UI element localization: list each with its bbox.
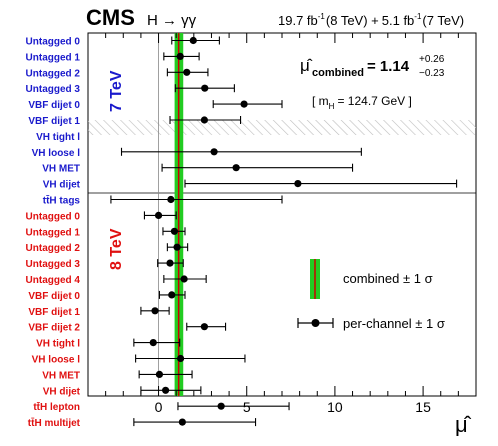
category-label: Untagged 2 (26, 68, 81, 79)
category-label: tt̄H multijet (28, 417, 81, 429)
combined-uncertainty-up: +0.26 (419, 54, 445, 65)
data-point (162, 386, 170, 394)
category-label: Untagged 1 (26, 52, 81, 63)
category-label: Untagged 3 (26, 259, 81, 270)
data-point (240, 100, 248, 108)
missing-category-hatch (88, 120, 476, 135)
data-point (232, 164, 240, 172)
category-label: VBF dijet 1 (28, 307, 80, 318)
x-tick-label: 5 (243, 399, 251, 415)
x-axis-label: μ̂ (455, 412, 472, 437)
category-label: Untagged 2 (26, 243, 81, 254)
data-point (183, 68, 191, 76)
category-label: VH MET (42, 164, 80, 175)
data-point (178, 418, 186, 426)
plot-frame (87, 32, 477, 397)
legend-combined-label: combined ± 1 σ (343, 271, 433, 286)
category-label: VH loose l (32, 355, 81, 366)
lumi-8tev: 19.7 fb (278, 13, 318, 28)
category-label: Untagged 0 (26, 37, 81, 48)
era-7tev-label: 7 TeV (108, 70, 125, 112)
x-tick-label: 10 (327, 399, 343, 415)
data-point (154, 211, 163, 219)
data-point (200, 323, 208, 331)
data-point (200, 116, 208, 124)
category-label: tt̄H tags (43, 195, 81, 207)
category-label: Untagged 0 (26, 211, 81, 222)
luminosity-label: 19.7 fb-1(8 TeV) +5.1 fb-1(7 TeV) (278, 12, 464, 28)
x-tick-label: 0 (155, 399, 163, 415)
data-point (176, 354, 185, 363)
combined-uncertainty-down: −0.23 (419, 68, 445, 79)
data-point (217, 402, 225, 410)
data-point (155, 370, 164, 378)
category-label: tt̄H lepton (33, 401, 80, 413)
category-label: VH tight l (36, 132, 80, 143)
experiment-label: CMS (86, 5, 135, 30)
data-point (168, 291, 176, 299)
channel-label: H → γγ (147, 12, 197, 29)
category-label: Untagged 3 (26, 84, 81, 95)
category-label: VH loose l (32, 148, 81, 159)
lumi-8tev-exp: -1 (318, 12, 326, 21)
data-point (170, 227, 179, 235)
data-point (151, 307, 159, 315)
legend-channel-label: per-channel ± 1 σ (343, 316, 445, 331)
data-point (180, 275, 188, 283)
data-point (167, 195, 175, 204)
data-point (210, 148, 218, 156)
lumi-7tev-exp: -1 (414, 12, 422, 21)
category-label: VH MET (42, 370, 80, 381)
era-8tev-label: 8 TeV (108, 228, 125, 270)
data-point (189, 36, 197, 45)
data-point (201, 84, 209, 92)
category-label: Untagged 1 (26, 227, 81, 238)
data-point (294, 180, 302, 188)
mass-prefix: [ m (312, 94, 329, 108)
data-point (173, 243, 181, 251)
category-label: VBF dijet 1 (28, 116, 80, 127)
mass-subscript: H (329, 102, 335, 111)
lumi-8tev-suffix: (8 TeV) + (326, 13, 379, 28)
combined-subscript: combined (312, 67, 364, 79)
lumi-7tev: 5.1 fb (382, 13, 415, 28)
category-label: VH dijet (43, 386, 81, 397)
category-label: Untagged 4 (26, 275, 81, 286)
data-point (149, 339, 157, 347)
category-label: VH dijet (43, 180, 81, 191)
category-label: VBF dijet 0 (28, 291, 80, 302)
category-label: VH tight l (36, 339, 80, 350)
mu-hat-symbol: μ̂ (300, 56, 313, 75)
category-label: VBF dijet 2 (28, 323, 80, 334)
higgs-mass-label: [ mH = 124.7 GeV ] (312, 94, 412, 111)
category-label: VBF dijet 0 (28, 100, 80, 111)
data-point (176, 52, 184, 61)
lumi-7tev-suffix: (7 TeV) (422, 13, 464, 28)
x-tick-label: 15 (415, 399, 431, 415)
data-point (166, 259, 174, 267)
combined-value: = 1.14 (367, 58, 410, 75)
mass-value: = 124.7 GeV ] (337, 94, 411, 108)
legend-channel-marker (311, 319, 320, 327)
